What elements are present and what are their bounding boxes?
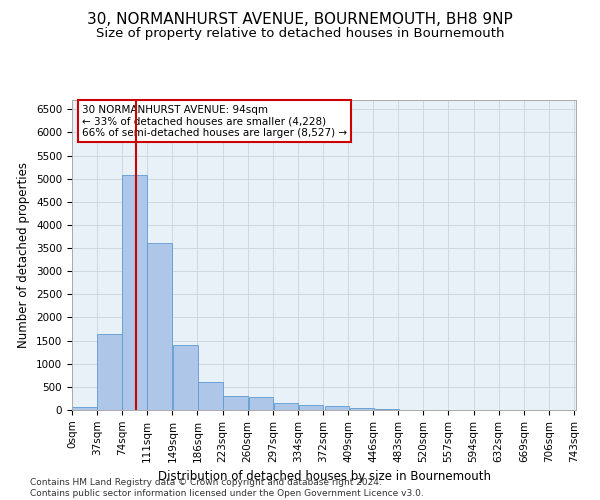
Bar (299, 405, 323, 410)
Bar (97, 334, 122, 410)
X-axis label: Distribution of detached houses by size in Bournemouth: Distribution of detached houses by size … (157, 470, 491, 483)
Bar (223, 396, 248, 410)
Bar (375, 409, 400, 410)
Bar (325, 406, 349, 410)
Y-axis label: Number of detached properties: Number of detached properties (17, 162, 31, 348)
Bar (248, 396, 273, 410)
Text: Contains HM Land Registry data © Crown copyright and database right 2024.
Contai: Contains HM Land Registry data © Crown c… (30, 478, 424, 498)
Bar (72, 407, 97, 410)
Bar (199, 382, 223, 410)
Bar (274, 403, 298, 410)
Bar (148, 244, 172, 410)
Text: 30 NORMANHURST AVENUE: 94sqm
← 33% of detached houses are smaller (4,228)
66% of: 30 NORMANHURST AVENUE: 94sqm ← 33% of de… (82, 104, 347, 138)
Bar (350, 408, 374, 410)
Text: 30, NORMANHURST AVENUE, BOURNEMOUTH, BH8 9NP: 30, NORMANHURST AVENUE, BOURNEMOUTH, BH8… (87, 12, 513, 28)
Text: Size of property relative to detached houses in Bournemouth: Size of property relative to detached ho… (96, 28, 504, 40)
Bar (173, 345, 198, 410)
Bar (122, 176, 147, 410)
